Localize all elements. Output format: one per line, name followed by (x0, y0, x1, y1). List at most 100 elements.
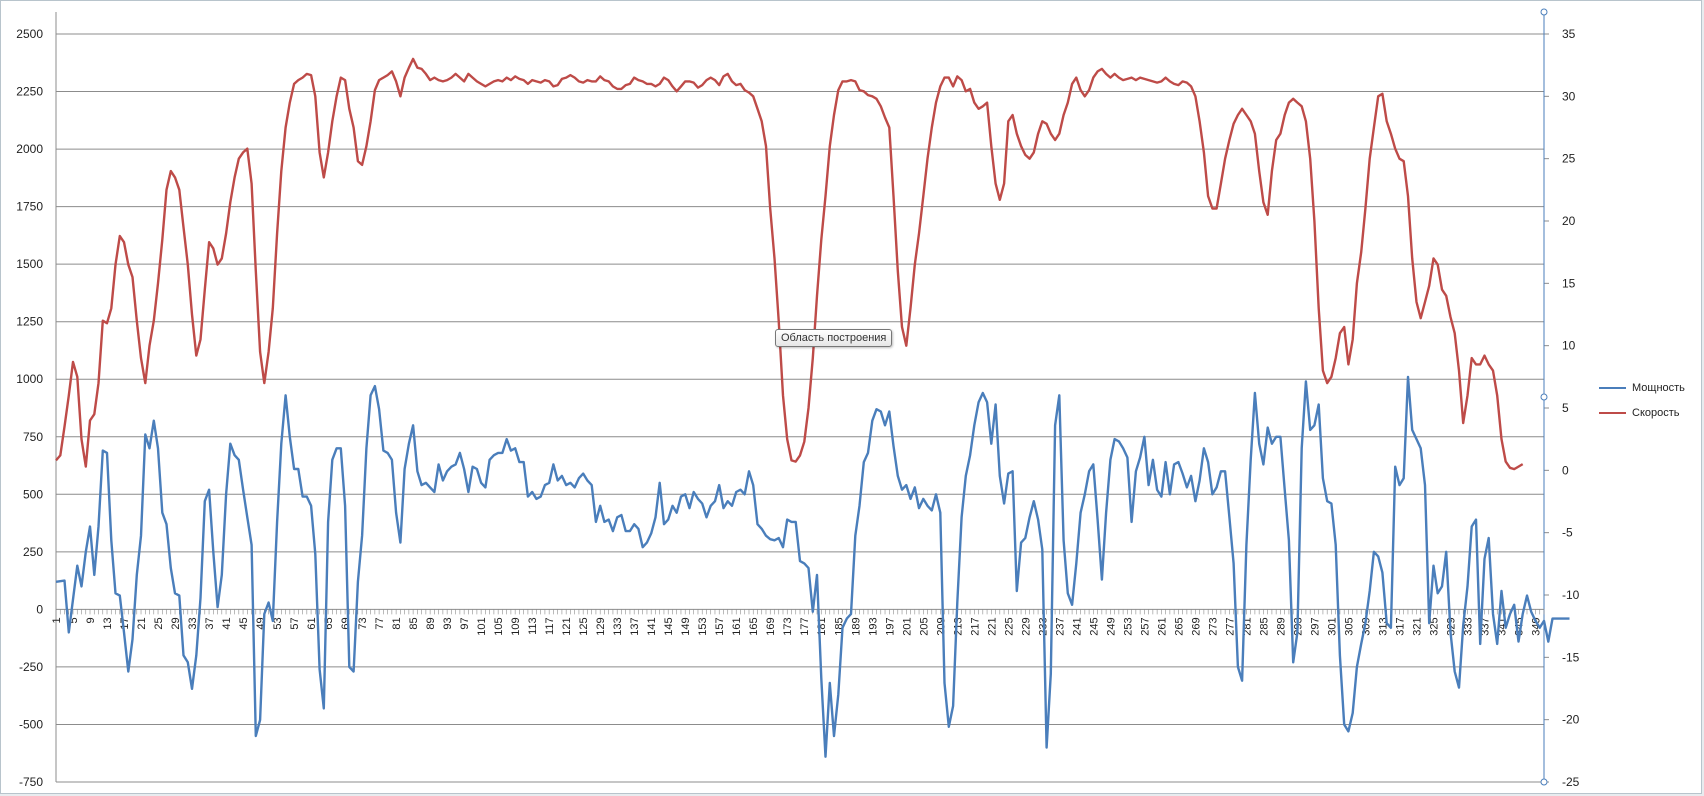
x-tick-label: 241 (1071, 617, 1083, 635)
x-tick-label: 113 (527, 617, 539, 635)
y-left-tick-label: 2250 (16, 85, 43, 99)
x-tick-label: 297 (1309, 617, 1321, 635)
y-left-tick-label: 500 (23, 487, 43, 501)
x-tick-label: 9 (85, 617, 97, 623)
x-tick-label: 37 (204, 617, 216, 629)
x-tick-label: 105 (493, 617, 505, 635)
x-tick-label: 149 (680, 617, 692, 635)
plot-area-tooltip: Область построения (775, 329, 893, 347)
x-tick-label: 285 (1258, 617, 1270, 635)
legend-swatch-speed (1599, 411, 1626, 414)
x-tick-label: 125 (578, 617, 590, 635)
x-tick-label: 81 (391, 617, 403, 629)
legend-label-power: Мощность (1632, 381, 1685, 394)
x-tick-label: 177 (799, 617, 811, 635)
legend-item-speed: Скорость (1599, 400, 1685, 425)
y-left-tick-label: 1000 (16, 372, 43, 386)
y-left-tick-label: 750 (23, 430, 43, 444)
y-left-tick-label: -250 (19, 660, 43, 674)
x-tick-label: 21 (136, 617, 148, 629)
x-tick-label: 169 (765, 617, 777, 635)
x-tick-label: 325 (1428, 617, 1440, 635)
x-tick-label: 33 (187, 617, 199, 629)
x-tick-label: 53 (272, 617, 284, 629)
x-tick-label: 205 (918, 617, 930, 635)
y-right-tick-label: 5 (1562, 401, 1569, 415)
x-tick-label: 137 (629, 617, 641, 635)
selection-handle (1540, 393, 1548, 401)
y-right-tick-label: 35 (1562, 27, 1576, 41)
y-right-tick-label: 0 (1562, 463, 1569, 477)
x-tick-label: 57 (289, 617, 301, 629)
x-tick-label: 29 (170, 617, 182, 629)
x-tick-label: 193 (867, 617, 879, 635)
x-tick-label: 77 (374, 617, 386, 629)
x-tick-label: 45 (238, 617, 250, 629)
x-tick-label: 69 (340, 617, 352, 629)
axes (55, 12, 1549, 783)
x-tick-label: 213 (952, 617, 964, 635)
x-tick-label: 349 (1530, 617, 1542, 635)
x-tick-label: 121 (561, 617, 573, 635)
y-left-tick-label: 1250 (16, 315, 43, 329)
series-line-power (55, 375, 1570, 758)
x-tick-label: 221 (986, 617, 998, 635)
x-tick-label: 25 (153, 617, 165, 629)
x-tick-label: 89 (425, 617, 437, 629)
x-tick-label: 197 (884, 617, 896, 635)
y-left-tick-label: 0 (36, 602, 43, 616)
x-tick-label: 85 (408, 617, 420, 629)
legend[interactable]: Мощность Скорость (1599, 375, 1685, 425)
x-tick-label: 161 (731, 617, 743, 635)
x-tick-label: 165 (748, 617, 760, 635)
x-tick-label: 261 (1156, 617, 1168, 635)
y-left-tick-label: -750 (19, 775, 43, 789)
x-tick-label: 5 (68, 617, 80, 623)
x-tick-label: 141 (646, 617, 658, 635)
y-right-tick-label: 15 (1562, 276, 1576, 290)
legend-swatch-power (1599, 386, 1626, 389)
x-tick-label: 217 (969, 617, 981, 635)
series-lines (55, 57, 1570, 758)
y-right-tick-label: -20 (1562, 713, 1580, 727)
y-left-tick-label: -500 (19, 717, 43, 731)
x-tick-label: 265 (1173, 617, 1185, 635)
x-tick-label: 1 (51, 617, 63, 623)
x-tick-label: 333 (1462, 617, 1474, 635)
x-tick-label: 61 (306, 617, 318, 629)
y-right-tick-label: -5 (1562, 526, 1573, 540)
y-axis-right-labels: 35 30 25 20 15 10 5 0 -5 -10 -15 -20 -25 (1562, 27, 1580, 789)
y-axis-left-labels: 25002250200017501500125010007505002500-2… (16, 27, 43, 789)
selection-handle (1540, 778, 1548, 786)
x-tick-label: 289 (1275, 617, 1287, 635)
y-right-tick-label: 30 (1562, 89, 1576, 103)
x-tick-label: 189 (850, 617, 862, 635)
x-tick-label: 257 (1139, 617, 1151, 635)
x-tick-label: 277 (1224, 617, 1236, 635)
x-tick-label: 225 (1003, 617, 1015, 635)
x-tick-label: 269 (1190, 617, 1202, 635)
y-right-tick-label: 25 (1562, 152, 1576, 166)
x-tick-label: 17 (119, 617, 131, 629)
x-tick-label: 301 (1326, 617, 1338, 635)
x-tick-label: 145 (663, 617, 675, 635)
x-tick-label: 93 (442, 617, 454, 629)
grid-lines (56, 33, 1544, 783)
x-tick-label: 73 (357, 617, 369, 629)
series-line-speed (55, 57, 1524, 471)
y-right-tick-label: 10 (1562, 339, 1576, 353)
x-tick-label: 229 (1020, 617, 1032, 635)
x-tick-label: 157 (714, 617, 726, 635)
x-tick-label: 305 (1343, 617, 1355, 635)
selection-handles (1540, 8, 1548, 786)
x-tick-label: 245 (1088, 617, 1100, 635)
x-tick-label: 129 (595, 617, 607, 635)
y-right-tick-label: -15 (1562, 650, 1580, 664)
y-left-tick-label: 1500 (16, 257, 43, 271)
y-right-tick-label: 20 (1562, 214, 1576, 228)
x-tick-label: 273 (1207, 617, 1219, 635)
x-tick-label: 249 (1105, 617, 1117, 635)
y-left-tick-label: 2500 (16, 27, 43, 41)
